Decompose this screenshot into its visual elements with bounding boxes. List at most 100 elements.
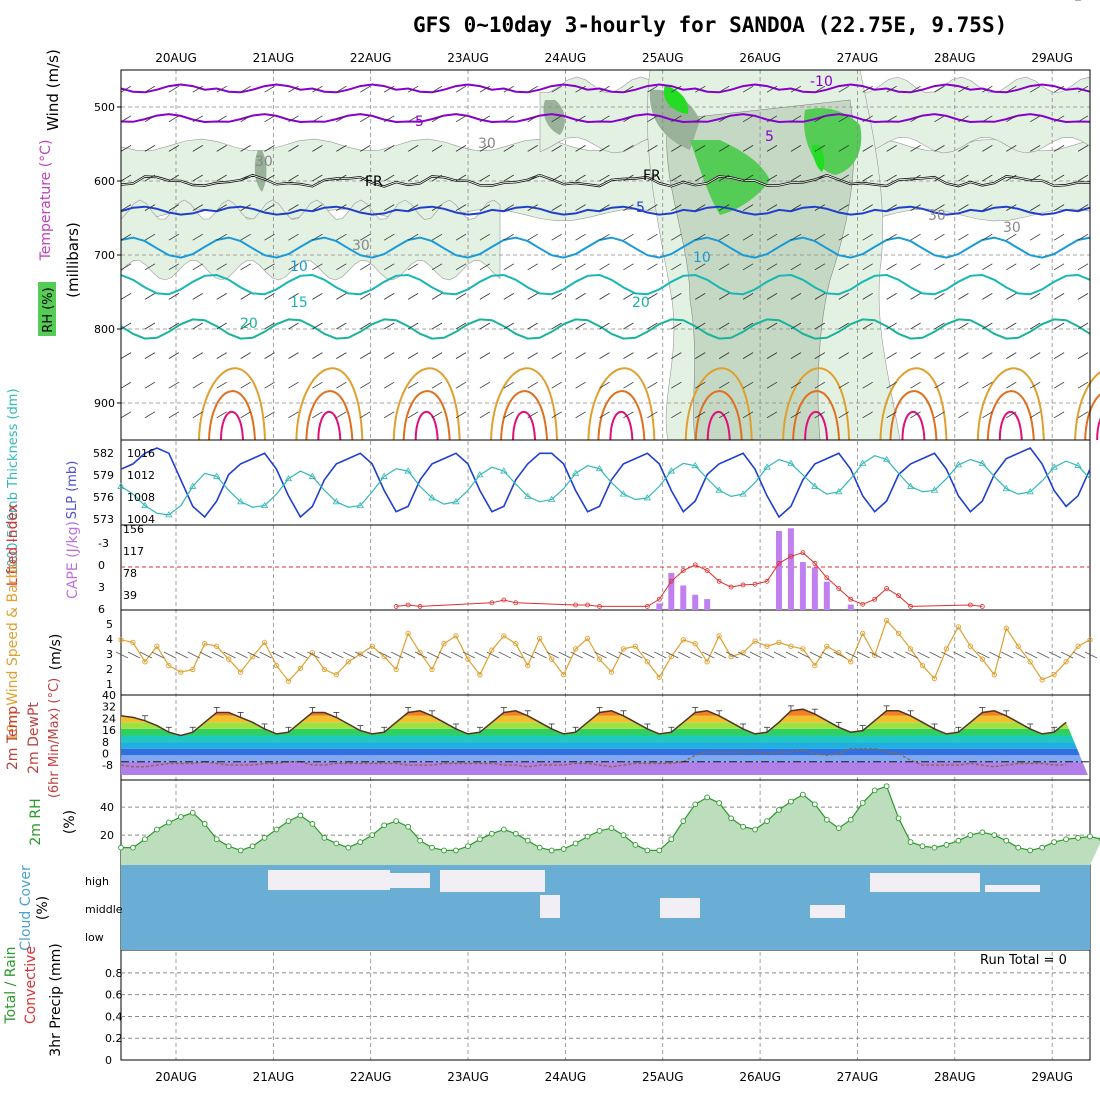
wind-barb: [1053, 352, 1065, 359]
wind-barb: [623, 145, 634, 152]
wind-barb: [383, 145, 395, 152]
wind-barb: [814, 204, 826, 211]
wind-barb: [1077, 233, 1089, 241]
wind10m-barb: [893, 651, 906, 659]
wind-barb: [120, 381, 132, 389]
bottom-date-label: 25AUG: [642, 1070, 684, 1084]
wind10m-point: [931, 675, 938, 682]
wind-barb: [742, 145, 754, 152]
wind-barb: [144, 204, 156, 211]
thickness-point: [1050, 463, 1058, 470]
wind-barb: [910, 411, 921, 419]
wind-barb: [1006, 352, 1017, 359]
lifted-index-point: [860, 601, 866, 607]
wind-barb: [527, 381, 538, 389]
rh-legend-box: [38, 282, 56, 336]
wind-barb: [360, 411, 371, 419]
wind-barb: [599, 411, 610, 419]
wind-barb: [647, 381, 658, 389]
wind-barb: [838, 352, 849, 359]
wind-barb: [742, 204, 754, 211]
thickness-point: [1074, 461, 1082, 469]
rh2m-point: [500, 826, 507, 833]
wind-barb: [360, 174, 371, 182]
rh2m-point: [883, 783, 890, 790]
wind-barb: [192, 352, 203, 359]
cape-bar: [823, 581, 830, 610]
rh2m-tick: 40: [100, 801, 114, 814]
wind-barb: [718, 263, 730, 271]
wind-barb: [527, 115, 538, 123]
wind-barb: [455, 381, 467, 389]
temp-30-contour: [694, 390, 743, 441]
wind-barb: [647, 293, 658, 300]
wind-barb: [575, 293, 586, 300]
wind-barb: [240, 204, 251, 211]
thickness-point: [141, 501, 149, 509]
run-total: Run Total = 0: [980, 953, 1067, 968]
wind-barb: [886, 145, 897, 152]
precip-tick: 0: [105, 1054, 112, 1067]
wind10m-point: [261, 639, 268, 646]
temp-25-contour: [782, 367, 851, 441]
rh2m-point: [489, 830, 495, 837]
wind-barb: [503, 263, 515, 271]
wind-barb: [910, 381, 921, 389]
wind-barb: [886, 322, 897, 330]
wind-barb: [407, 145, 419, 152]
wind-barb: [407, 233, 419, 241]
wind10m-point: [764, 643, 770, 649]
wind10m-barb: [343, 651, 356, 659]
wind-barb: [383, 381, 395, 389]
thickness-point: [1026, 488, 1034, 495]
lifted-index-point: [405, 602, 411, 608]
temperature-contour--5: [120, 113, 1091, 124]
temp-30-contour: [402, 390, 451, 441]
lifted-index-point: [668, 578, 674, 584]
wind-barb: [455, 322, 467, 330]
wind10m-barb: [1060, 651, 1074, 659]
wind-barb: [838, 204, 849, 211]
wind-barb: [336, 233, 347, 241]
wind-barb: [431, 352, 443, 359]
wind-axis-label: Wind (m/s): [44, 49, 62, 131]
wind-barb: [216, 85, 227, 93]
wind10m-barb: [1072, 651, 1086, 659]
wind10m-point: [656, 674, 662, 680]
wind-barb: [1077, 322, 1089, 330]
wind-barb: [312, 322, 323, 330]
wind10m-barb: [618, 651, 631, 659]
wind10m-point: [967, 643, 974, 649]
temperature-contour--10: [120, 83, 1091, 94]
rh2m-point: [213, 836, 220, 843]
lifted-index-point: [848, 596, 854, 602]
wind-barb: [527, 293, 538, 300]
wind-barb: [958, 85, 969, 93]
lifted-index-point: [740, 582, 746, 588]
wind10m-barb: [402, 651, 416, 659]
wind10m-barb: [1048, 651, 1062, 659]
rh2m-point: [692, 801, 699, 808]
cape-bar: [847, 604, 854, 610]
lifted-index-point: [836, 586, 842, 591]
bottom-date-label: 21AUG: [253, 1070, 295, 1084]
wind-barb: [503, 322, 515, 330]
wind10m-point: [501, 633, 507, 639]
wind-barb: [479, 322, 491, 330]
temp2m-tick: 40: [102, 689, 116, 702]
wind-barb: [814, 233, 826, 241]
wind-barb: [192, 411, 203, 419]
rh2m-point: [1063, 836, 1069, 843]
rh2m-point: [369, 832, 376, 838]
wind10m-barb: [163, 651, 177, 659]
wind-barb: [575, 204, 586, 211]
cloud-level-label: middle: [85, 903, 123, 916]
wind10m-point: [1039, 677, 1045, 683]
rh-dark-blob2: [543, 100, 565, 135]
wind-barb: [455, 174, 467, 182]
rh2m-point: [405, 823, 411, 830]
wind10m-barb: [797, 651, 811, 659]
wind10m-barb: [426, 651, 440, 659]
li-tick: -3: [98, 537, 109, 550]
wind-barb: [192, 174, 203, 182]
